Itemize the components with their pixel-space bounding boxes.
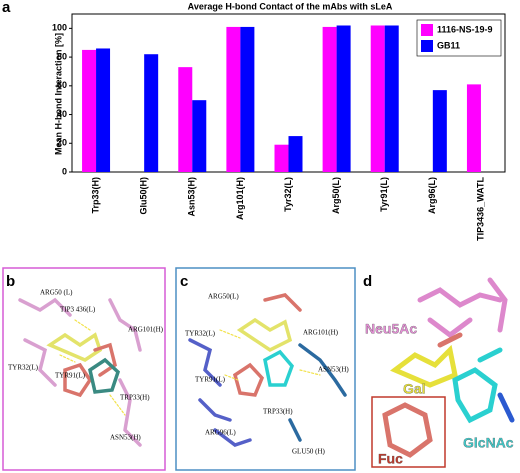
y-tick-label: 40	[57, 109, 67, 119]
sugar-label: GlcNAc	[463, 435, 514, 451]
residue-label: TYR32(L)	[185, 330, 216, 338]
residue-label: TRP33(H)	[120, 394, 150, 402]
y-tick-label: 20	[57, 138, 67, 148]
y-tick-label: 0	[62, 166, 67, 176]
bar	[336, 25, 351, 173]
sugar-label: Fuc	[378, 451, 403, 467]
y-tick-label: 80	[57, 51, 67, 61]
y-tick-label: 100	[52, 23, 67, 33]
x-tick-label: Arg50(L)	[331, 177, 341, 214]
bar	[192, 100, 207, 172]
panel-label: d	[363, 273, 372, 290]
residue-label: ASN53(H)	[318, 366, 349, 374]
bar	[82, 49, 97, 173]
molecule	[188, 293, 347, 447]
bar	[384, 25, 399, 173]
y-tick-label: 60	[57, 80, 67, 90]
sugar-label: Gal	[403, 381, 426, 397]
residue-label: TYR91(L)	[195, 376, 226, 384]
residue-label: ASN53(H)	[110, 434, 141, 442]
panel-d: d	[363, 273, 515, 468]
x-tick-label: Tyr91(L)	[379, 177, 389, 212]
x-tick-label: Tyr32(L)	[283, 177, 293, 212]
residue-label: TYR91(L)	[55, 372, 86, 380]
bar	[322, 26, 337, 172]
residue-label: GLU50 (H)	[292, 448, 326, 456]
bar	[144, 54, 159, 172]
sugar-label: Neu5Ac	[365, 321, 417, 337]
panel-b: b	[2, 267, 166, 471]
x-tick-label: Glu50(H)	[139, 177, 149, 215]
panel-label: c	[180, 273, 188, 290]
legend-swatch	[421, 24, 433, 36]
bar	[370, 25, 385, 173]
bar	[178, 67, 193, 172]
residue-label: ARG50 (L)	[40, 289, 73, 297]
panel-label: b	[6, 273, 15, 290]
bar	[96, 48, 111, 172]
chart-title: Average H-bond Contact of the mAbs with …	[188, 1, 393, 11]
legend-label: GB11	[437, 40, 460, 50]
residue-label: ARG101(H)	[303, 329, 339, 337]
bar	[240, 26, 255, 172]
x-tick-label: Asn53(H)	[187, 177, 197, 217]
residue-label: ARG101(H)	[128, 326, 164, 334]
bar	[466, 84, 481, 172]
residue-label: TRP33(H)	[263, 408, 293, 416]
panel-label: a	[2, 0, 11, 16]
residue-label: ARG50(L)	[208, 293, 239, 301]
y-axis-label: Mean H-bond Interaction [%]	[53, 33, 63, 155]
bar	[274, 144, 289, 172]
residue-label: ARG96(L)	[205, 429, 236, 437]
bar	[288, 136, 303, 172]
x-tick-label: Arg96(L)	[427, 177, 437, 214]
x-tick-label: Trp33(H)	[90, 177, 100, 214]
molecule	[382, 277, 515, 458]
residue-label: TYR32(L)	[8, 364, 39, 372]
legend-swatch	[421, 40, 433, 52]
x-tick-label: Arg101(H)	[235, 177, 245, 220]
highlight-box	[371, 396, 446, 468]
x-tick-label: TIP3436_WATL	[475, 177, 485, 241]
panel-c: c	[175, 267, 356, 471]
bar	[432, 90, 447, 172]
bar	[226, 26, 241, 172]
residue-label: TIP3 436(L)	[60, 306, 96, 314]
legend-label: 1116-NS-19-9	[437, 24, 493, 34]
molecule	[18, 297, 142, 447]
